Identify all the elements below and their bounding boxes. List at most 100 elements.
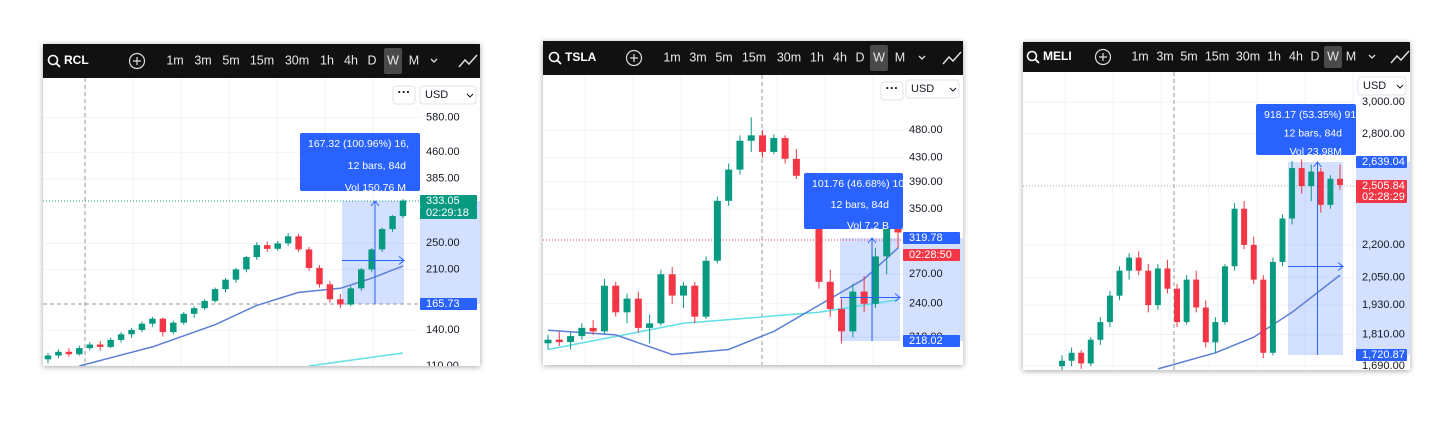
tooltip-line: Vol 23.98M	[1289, 146, 1342, 158]
timeframe[interactable]: 30m	[777, 50, 801, 64]
candle-body	[691, 285, 699, 317]
tooltip-line: 167.32 (100.96%) 16,	[308, 138, 409, 150]
timeframe[interactable]: 1m	[166, 53, 183, 67]
candle-body	[1308, 171, 1315, 187]
price-badge	[903, 335, 960, 347]
candle-body	[815, 216, 823, 282]
timeframe-chevron[interactable]	[1368, 54, 1376, 59]
timeframe[interactable]: 5m	[715, 50, 732, 64]
candle-body	[1097, 322, 1104, 340]
candle-body	[96, 344, 104, 347]
candle-body	[316, 267, 323, 285]
timeframe[interactable]: 4h	[833, 50, 847, 64]
tooltip-line: 101.76 (46.68%) 10	[812, 178, 904, 190]
candle-body	[759, 135, 767, 152]
ticker[interactable]: TSLA	[565, 50, 597, 64]
timeframe[interactable]: 30m	[285, 53, 309, 67]
candle-body	[368, 249, 375, 270]
candle-body	[725, 169, 733, 201]
candle-body	[201, 300, 208, 309]
timeframe[interactable]: D	[855, 50, 864, 64]
candle-body	[1135, 257, 1142, 271]
timeframe[interactable]: M	[409, 53, 419, 67]
timeframe[interactable]: 4h	[1289, 49, 1303, 63]
add-button[interactable]	[625, 49, 643, 67]
candle-body	[1126, 257, 1133, 271]
candle-body	[1317, 171, 1324, 205]
moving-average	[308, 352, 404, 366]
timeframe[interactable]: 5m	[1180, 49, 1197, 63]
currency-select[interactable]	[1357, 76, 1407, 96]
toolbar	[43, 44, 480, 78]
timeframe-active	[870, 45, 888, 71]
candle-body	[378, 229, 386, 250]
currency: USD	[425, 89, 448, 101]
timeframe[interactable]: 1h	[1267, 49, 1281, 63]
chart-style-icon[interactable]	[942, 51, 962, 65]
timeframe[interactable]: 1m	[663, 50, 680, 64]
candle-body	[86, 344, 94, 349]
candle-body	[138, 323, 146, 330]
price-badge	[420, 207, 477, 219]
currency-chevron	[1396, 84, 1404, 89]
timeframe[interactable]: 1h	[320, 53, 334, 67]
timeframe[interactable]: 1h	[810, 50, 824, 64]
chart-style-icon[interactable]	[458, 54, 478, 68]
candle-body	[44, 355, 52, 360]
price-badge-text: 02:28:50	[909, 249, 952, 261]
candle-body	[634, 298, 642, 328]
timeframe[interactable]: W	[873, 50, 885, 64]
candle-body	[713, 200, 721, 261]
candle-body	[337, 299, 344, 305]
moving-average	[547, 298, 899, 351]
candle-body	[736, 140, 744, 170]
timeframe[interactable]: 3m	[1156, 49, 1173, 63]
timeframe[interactable]: 15m	[742, 50, 766, 64]
timeframe[interactable]: D	[367, 53, 376, 67]
timeframe-chevron[interactable]	[430, 58, 438, 63]
search-icon[interactable]	[548, 51, 560, 63]
add-button[interactable]	[1094, 48, 1112, 66]
toolbar	[543, 41, 963, 75]
candle-body	[1327, 178, 1334, 205]
measure-arrow	[1288, 161, 1344, 355]
candle-body	[107, 339, 114, 347]
y-tick-label: 1,810.00	[1362, 329, 1405, 341]
timeframe[interactable]: 5m	[222, 53, 239, 67]
timeframe[interactable]: 1m	[1131, 49, 1148, 63]
search-icon[interactable]	[1026, 50, 1038, 62]
timeframe[interactable]: W	[387, 53, 399, 67]
search-handle	[1034, 58, 1040, 64]
add-button[interactable]	[128, 52, 146, 70]
tooltip-line: Vol 7.2 B	[847, 220, 889, 232]
y-tick-label: 140.00	[426, 324, 460, 336]
timeframe[interactable]: 4h	[344, 53, 358, 67]
price-badge	[903, 249, 960, 261]
candle-body	[274, 243, 281, 249]
timeframe[interactable]: 15m	[250, 53, 274, 67]
measure-tooltip	[804, 173, 903, 229]
currency-select[interactable]	[905, 79, 960, 99]
candle-body	[600, 285, 608, 332]
timeframe[interactable]: D	[1310, 49, 1319, 63]
timeframe[interactable]: M	[1346, 49, 1356, 63]
timeframe-chevron[interactable]	[918, 55, 926, 60]
candle-body	[128, 329, 135, 335]
more-button[interactable]	[392, 85, 416, 105]
ticker[interactable]: RCL	[64, 53, 89, 67]
candle-body	[679, 285, 687, 296]
timeframe[interactable]: 15m	[1205, 49, 1229, 63]
currency-select[interactable]	[419, 85, 477, 105]
chart-style-icon[interactable]	[1390, 50, 1410, 64]
timeframe[interactable]: W	[1327, 49, 1339, 63]
search-icon[interactable]	[47, 54, 59, 66]
timeframe[interactable]: 3m	[194, 53, 211, 67]
timeframe[interactable]: 30m	[1236, 49, 1260, 63]
candle-body	[702, 260, 710, 317]
ticker[interactable]: MELI	[1043, 49, 1072, 63]
candle-body	[326, 284, 334, 300]
more-button[interactable]	[880, 81, 904, 101]
timeframe[interactable]: 3m	[689, 50, 706, 64]
timeframe[interactable]: M	[895, 50, 905, 64]
